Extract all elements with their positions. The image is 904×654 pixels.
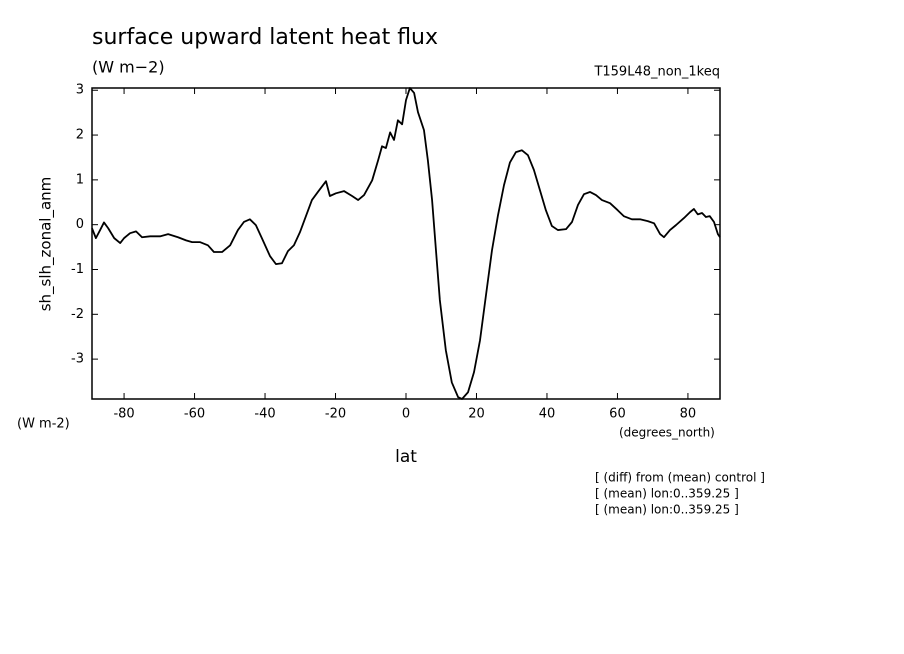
y-tick-label: 2	[76, 128, 84, 143]
run-label: T159L48_non_1keq	[593, 65, 720, 80]
x-tick-label: -20	[325, 407, 346, 422]
x-axis-label: lat	[395, 447, 417, 467]
data-line	[91, 87, 721, 400]
y-axis-label: sh_slh_zonal_anm	[37, 177, 56, 312]
y-tick-label: -3	[71, 352, 84, 367]
x-tick-label: 40	[539, 407, 556, 422]
x-tick-label: 20	[468, 407, 485, 422]
y-tick-label: -2	[71, 307, 84, 322]
y-tick-label: 1	[76, 172, 84, 187]
y-tick-label: -1	[71, 262, 84, 277]
x-tick-label: -80	[113, 407, 134, 422]
y-tick-label: 3	[76, 83, 84, 98]
units: (W m−2)	[92, 58, 165, 77]
annotation: [ (mean) lon:0..359.25 ]	[595, 487, 739, 501]
x-tick-label: -60	[184, 407, 205, 422]
y-units: (W m-2)	[17, 417, 70, 432]
x-units: (degrees_north)	[619, 426, 715, 440]
x-tick-label: 80	[680, 407, 697, 422]
y-tick-label: 0	[76, 217, 84, 232]
annotation: [ (diff) from (mean) control ]	[595, 471, 765, 485]
x-tick-label: 60	[609, 407, 626, 422]
annotation: [ (mean) lon:0..359.25 ]	[595, 503, 739, 517]
x-tick-label: -40	[254, 407, 275, 422]
plot-frame	[91, 87, 721, 400]
x-tick-label: 0	[402, 407, 410, 422]
chart-title: surface upward latent heat flux	[92, 25, 438, 50]
